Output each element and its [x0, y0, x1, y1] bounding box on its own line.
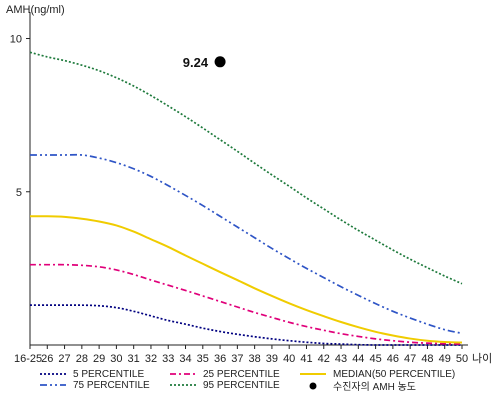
x-tick-label: 36: [214, 353, 226, 365]
series-line-median-50-percentile: [29, 215, 463, 344]
x-tick-label: 44: [352, 353, 364, 365]
x-tick-label: 46: [387, 353, 399, 365]
x-tick-label: 26: [41, 353, 53, 365]
x-tick-label: 34: [179, 353, 191, 365]
x-tick-label: 42: [318, 353, 330, 365]
patient-amh-point: [214, 56, 226, 68]
y-tick-label: 10: [10, 34, 22, 46]
legend-label: 25 PERCENTILE: [203, 369, 280, 380]
series-line-75-percentile: [30, 153, 463, 335]
x-tick-label: 27: [58, 353, 70, 365]
x-tick-label: 50: [456, 353, 468, 365]
x-ticks: 16-25 26 27 28 29 30 31 32 33 34 35 36 37 38 39 40 41 42 4…: [14, 345, 468, 365]
x-tick-label: 49: [439, 353, 451, 365]
x-tick-label: 33: [162, 353, 174, 365]
y-tick-label: 5: [16, 187, 22, 199]
x-tick-label: 16-25: [14, 353, 42, 365]
y-ticks: 5 10: [10, 34, 30, 199]
legend-label: 95 PERCENTILE: [203, 380, 280, 391]
legend: 5 PERCENTILE 25 PERCENTILE MEDIAN(50 PERCE…: [40, 369, 455, 393]
x-tick-label: 43: [335, 353, 347, 365]
series-line-95-percentile: [29, 51, 463, 285]
legend-point-label: 수진자의 AMH 농도: [333, 381, 416, 393]
legend-point-swatch: [309, 382, 317, 390]
x-tick-label: 39: [266, 353, 278, 365]
x-tick-label: 35: [197, 353, 209, 365]
patient-amh-label: 9.24: [183, 55, 209, 70]
x-tick-label: 41: [300, 353, 312, 365]
y-axis-title: AMH(ng/ml): [6, 4, 65, 16]
x-tick-label: 38: [249, 353, 261, 365]
x-tick-label: 31: [128, 353, 140, 365]
x-tick-label: 37: [231, 353, 243, 365]
legend-label: MEDIAN(50 PERCENTILE): [333, 369, 455, 380]
x-tick-label: 30: [110, 353, 122, 365]
series-line-25-percentile: [30, 263, 463, 345]
x-tick-label: 40: [283, 353, 295, 365]
x-axis-title: 나이: [472, 352, 492, 365]
x-tick-label: 47: [404, 353, 416, 365]
series-line-5-percentile: [29, 304, 462, 346]
x-tick-label: 45: [369, 353, 381, 365]
series-lines: [29, 51, 463, 346]
x-tick-label: 29: [93, 353, 105, 365]
annotation: 9.24: [183, 55, 226, 70]
x-tick-label: 32: [145, 353, 157, 365]
x-tick-label: 28: [76, 353, 88, 365]
legend-label: 75 PERCENTILE: [73, 380, 150, 391]
x-tick-label: 48: [421, 353, 433, 365]
legend-label: 5 PERCENTILE: [73, 369, 144, 380]
